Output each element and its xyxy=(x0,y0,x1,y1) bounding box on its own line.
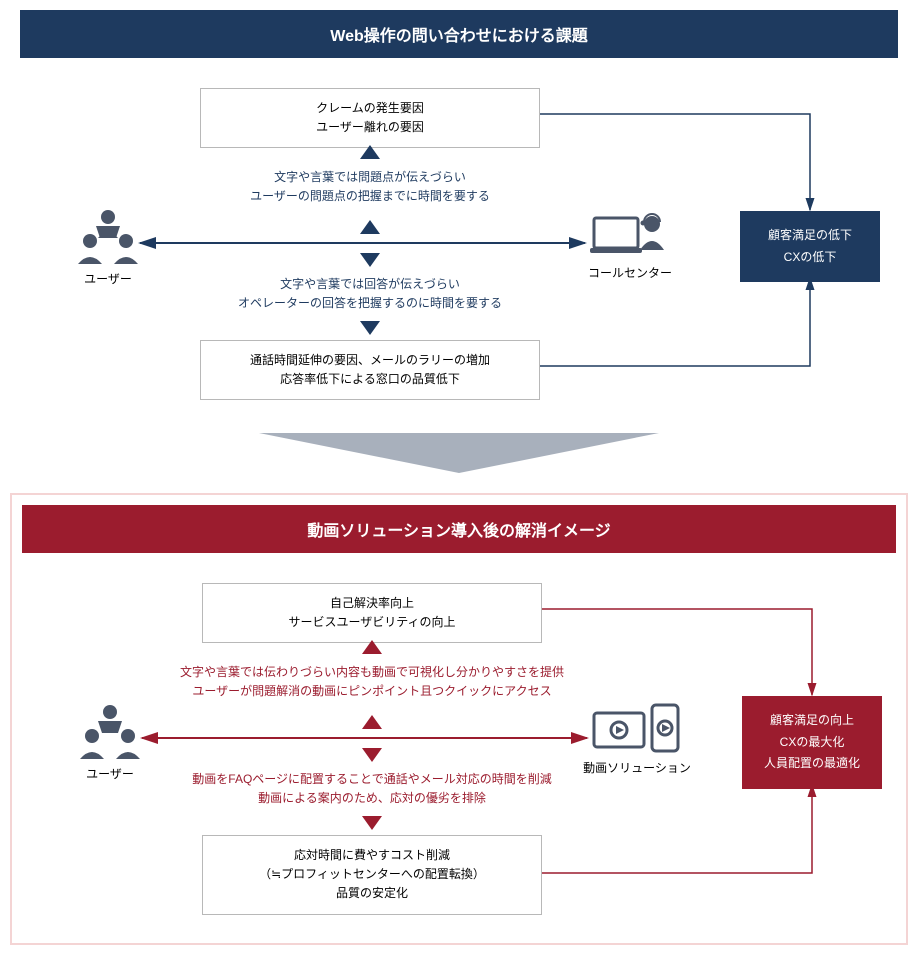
triangle-up-1 xyxy=(360,145,380,159)
s2-bottom-box-l3: 品質の安定化 xyxy=(221,884,523,903)
s2-triangle-down-2 xyxy=(362,816,382,830)
result-l2: CXの低下 xyxy=(756,247,864,269)
s2-result-l3: 人員配置の最適化 xyxy=(758,753,866,775)
section1-result-box: 顧客満足の低下 CXの低下 xyxy=(740,211,880,282)
section1-caption-upper: 文字や言葉では問題点が伝えづらい ユーザーの問題点の把握までに時間を要する xyxy=(170,168,570,206)
callcenter-label: コールセンター xyxy=(575,264,685,281)
top-box-line1: クレームの発生要因 xyxy=(219,99,521,118)
callcenter-icon xyxy=(590,210,670,258)
section2-top-box: 自己解決率向上 サービスユーザビリティの向上 xyxy=(202,583,542,643)
users-icon xyxy=(78,703,142,759)
section-solution: 動画ソリューション導入後の解消イメージ xyxy=(12,505,906,923)
triangle-down-2 xyxy=(360,321,380,335)
s2-result-l1: 顧客満足の向上 xyxy=(758,710,866,732)
section1-bottom-box: 通話時間延伸の要因、メールのラリーの増加 応答率低下による窓口の品質低下 xyxy=(200,340,540,400)
section2-caption-lower: 動画をFAQページに配置することで通話やメール対応の時間を削減 動画による案内の… xyxy=(152,770,592,808)
s2-triangle-up-2 xyxy=(362,715,382,729)
section2-result-box: 顧客満足の向上 CXの最大化 人員配置の最適化 xyxy=(742,696,882,789)
triangle-up-2 xyxy=(360,220,380,234)
section1-caption-lower: 文字や言葉では回答が伝えづらい オペレーターの回答を把握するのに時間を要する xyxy=(170,275,570,313)
users-label-2: ユーザー xyxy=(70,765,150,782)
section1-header: Web操作の問い合わせにおける課題 xyxy=(20,10,898,58)
top-box-line2: ユーザー離れの要因 xyxy=(219,118,521,137)
callcenter-icon-block: コールセンター xyxy=(575,210,685,281)
result-l1: 顧客満足の低下 xyxy=(756,225,864,247)
caption-lower-l2: オペレーターの回答を把握するのに時間を要する xyxy=(170,294,570,313)
video-label: 動画ソリューション xyxy=(577,759,697,776)
video-solution-icon xyxy=(592,703,682,753)
section2-header: 動画ソリューション導入後の解消イメージ xyxy=(22,505,896,553)
users-icon-block: ユーザー xyxy=(68,208,148,287)
triangle-down-1 xyxy=(360,253,380,267)
s2-caption-lower-l2: 動画による案内のため、応対の優劣を排除 xyxy=(152,789,592,808)
bottom-box-line1: 通話時間延伸の要因、メールのラリーの増加 xyxy=(219,351,521,370)
caption-lower-l1: 文字や言葉では回答が伝えづらい xyxy=(170,275,570,294)
s2-top-box-l1: 自己解決率向上 xyxy=(221,594,523,613)
section1-top-box: クレームの発生要因 ユーザー離れの要因 xyxy=(200,88,540,148)
users-label: ユーザー xyxy=(68,270,148,287)
s2-top-box-l2: サービスユーザビリティの向上 xyxy=(221,613,523,632)
section2-bottom-box: 応対時間に費やすコスト削減 （≒プロフィットセンターへの配置転換） 品質の安定化 xyxy=(202,835,542,915)
section-problems: Web操作の問い合わせにおける課題 xyxy=(10,10,908,413)
s2-caption-upper-l1: 文字や言葉では伝わりづらい内容も動画で可視化し分かりやすさを提供 xyxy=(152,663,592,682)
caption-upper-l1: 文字や言葉では問題点が伝えづらい xyxy=(170,168,570,187)
s2-caption-lower-l1: 動画をFAQページに配置することで通話やメール対応の時間を削減 xyxy=(152,770,592,789)
s2-result-l2: CXの最大化 xyxy=(758,732,866,754)
s2-bottom-box-l1: 応対時間に費やすコスト削減 xyxy=(221,846,523,865)
section2-caption-upper: 文字や言葉では伝わりづらい内容も動画で可視化し分かりやすさを提供 ユーザーが問題… xyxy=(152,663,592,701)
section-solution-wrapper: 動画ソリューション導入後の解消イメージ xyxy=(10,493,908,945)
users-icon xyxy=(76,208,140,264)
section1-diagram: ユーザー コールセンター クレームの発生要因 ユーザー離れの要因 xyxy=(20,78,898,413)
bottom-box-line2: 応答率低下による窓口の品質低下 xyxy=(219,370,521,389)
users-icon-block-2: ユーザー xyxy=(70,703,150,782)
transition-arrow xyxy=(259,433,659,473)
caption-upper-l2: ユーザーの問題点の把握までに時間を要する xyxy=(170,187,570,206)
s2-caption-upper-l2: ユーザーが問題解消の動画にピンポイント且つクイックにアクセス xyxy=(152,682,592,701)
video-icon-block: 動画ソリューション xyxy=(577,703,697,776)
section2-diagram: ユーザー 動画ソリューション 自己解決率向上 サービスユーザビリティの向上 xyxy=(22,573,896,923)
s2-bottom-box-l2: （≒プロフィットセンターへの配置転換） xyxy=(221,865,523,884)
s2-triangle-down-1 xyxy=(362,748,382,762)
s2-triangle-up-1 xyxy=(362,640,382,654)
